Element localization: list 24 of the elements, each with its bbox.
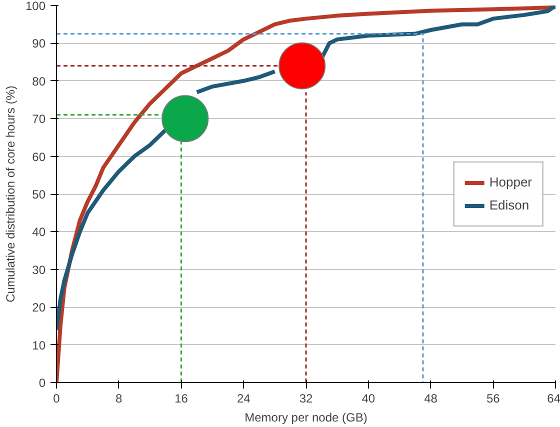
y-tick-label: 40 [32,225,46,240]
x-tick-label: 0 [53,392,60,406]
x-tick-label: 16 [174,392,188,406]
y-tick-label: 90 [32,36,46,51]
y-tick-label: 0 [38,376,46,390]
x-axis-title: Memory per node (GB) [244,410,368,424]
y-tick-label: 60 [32,150,46,164]
x-tick-label: 24 [236,392,251,406]
legend-label: Hopper [489,174,532,190]
y-tick-label: 20 [32,300,46,315]
x-tick-label: 8 [116,392,123,406]
x-tick-label: 48 [424,392,438,406]
x-tick-label: 56 [486,392,500,406]
legend-label: Edison [489,198,530,212]
y-tick-label: 80 [32,74,46,88]
x-tick-label: 32 [299,392,313,406]
y-tick-label: 10 [32,338,46,352]
y-tick-label: 30 [32,262,46,277]
x-tick-label: 40 [362,392,376,406]
y-tick-label: 70 [32,112,46,126]
y-tick-label: 100 [25,0,46,13]
y-axis-title: Cumulative distribution of core hours (%) [3,86,18,302]
y-tick-label: 50 [32,188,46,202]
x-tick-label: 64 [547,392,560,406]
